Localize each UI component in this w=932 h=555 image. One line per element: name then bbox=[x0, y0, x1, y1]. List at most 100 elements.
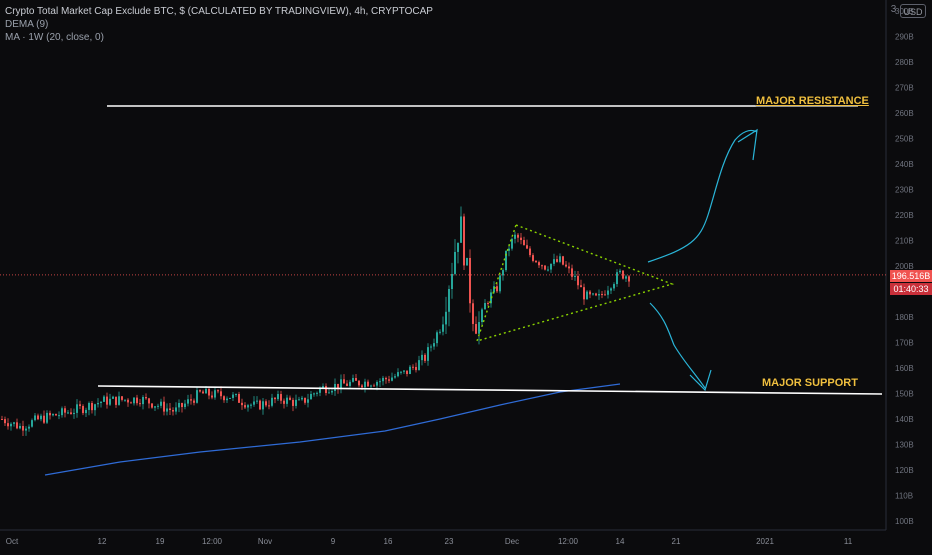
candle-body bbox=[349, 381, 351, 386]
candle-body bbox=[103, 396, 105, 402]
candle-body bbox=[616, 272, 618, 285]
candle-body bbox=[571, 268, 573, 277]
scale-mode-button[interactable]: 3 bbox=[890, 4, 897, 15]
candle-body bbox=[574, 275, 576, 277]
major-resistance-label[interactable]: MAJOR RESISTANCE bbox=[756, 95, 869, 107]
indicator-ma[interactable]: MA · 1W (20, close, 0) bbox=[5, 32, 104, 43]
y-tick-label: 260B bbox=[895, 109, 914, 118]
candle-body bbox=[220, 391, 222, 397]
candle-body bbox=[385, 377, 387, 380]
candle-body bbox=[292, 399, 294, 406]
candle-body bbox=[187, 399, 189, 404]
x-tick-label: 19 bbox=[156, 537, 165, 546]
candle-body bbox=[514, 234, 516, 239]
candle-body bbox=[511, 238, 513, 249]
weekly-ma-line bbox=[44, 383, 621, 476]
candle-body bbox=[82, 406, 84, 414]
candle-body bbox=[409, 366, 411, 374]
candle-body bbox=[472, 303, 474, 324]
candle-body bbox=[559, 256, 561, 262]
candle-body bbox=[466, 257, 468, 266]
candle-body bbox=[109, 398, 111, 405]
candle-body bbox=[418, 360, 420, 371]
candle-body bbox=[106, 396, 108, 405]
y-tick-label: 230B bbox=[895, 186, 914, 195]
candle-body bbox=[193, 400, 195, 403]
candle-body bbox=[112, 396, 114, 399]
candle-body bbox=[469, 257, 471, 304]
candle-body bbox=[88, 403, 90, 410]
candle-body bbox=[67, 412, 69, 414]
candle-body bbox=[43, 415, 45, 423]
candle-body bbox=[304, 397, 306, 403]
candle-body bbox=[124, 399, 126, 401]
candle-body bbox=[313, 393, 315, 395]
candle-body bbox=[397, 372, 399, 377]
candle-body bbox=[412, 366, 414, 368]
candle-body bbox=[394, 376, 396, 378]
candle-body bbox=[529, 248, 531, 256]
candle-body bbox=[352, 378, 354, 382]
candle-body bbox=[190, 399, 192, 401]
candle-body bbox=[25, 428, 27, 431]
candle-body bbox=[499, 275, 501, 292]
candle-body bbox=[601, 294, 603, 296]
y-tick-label: 110B bbox=[895, 492, 913, 501]
candle-body bbox=[427, 347, 429, 361]
candle-body bbox=[10, 423, 12, 427]
y-tick-label: 100B bbox=[895, 517, 914, 526]
major-support-label[interactable]: MAJOR SUPPORT bbox=[762, 377, 858, 389]
candle-body bbox=[454, 251, 456, 274]
x-tick-label: 12:00 bbox=[558, 537, 579, 546]
candle-body bbox=[196, 390, 198, 403]
currency-button[interactable]: USD bbox=[900, 4, 926, 18]
candle-body bbox=[367, 381, 369, 387]
y-tick-label: 240B bbox=[895, 160, 914, 169]
y-tick-label: 170B bbox=[895, 339, 914, 348]
candle-body bbox=[202, 391, 204, 394]
candle-body bbox=[442, 324, 444, 332]
candle-body bbox=[181, 402, 183, 408]
candle-body bbox=[376, 381, 378, 386]
candle-body bbox=[592, 293, 594, 295]
candle-body bbox=[1, 419, 3, 420]
candle-body bbox=[451, 273, 453, 290]
candle-body bbox=[583, 287, 585, 300]
candle-body bbox=[31, 420, 33, 427]
candle-body bbox=[169, 408, 171, 410]
symbol-title[interactable]: Crypto Total Market Cap Exclude BTC, $ (… bbox=[5, 6, 433, 17]
candle-body bbox=[526, 245, 528, 249]
candle-body bbox=[310, 394, 312, 400]
candle-body bbox=[142, 397, 144, 405]
candle-body bbox=[595, 293, 597, 296]
candle-body bbox=[607, 290, 609, 295]
indicator-dema[interactable]: DEMA (9) bbox=[5, 19, 49, 30]
candle-body bbox=[457, 242, 459, 252]
candle-body bbox=[52, 413, 54, 416]
candle-body bbox=[70, 412, 72, 415]
candle-body bbox=[76, 404, 78, 413]
candle-body bbox=[325, 386, 327, 393]
y-tick-label: 300B bbox=[895, 7, 914, 16]
candle-body bbox=[139, 403, 141, 405]
x-tick-label: 2021 bbox=[756, 537, 774, 546]
candle-body bbox=[274, 397, 276, 400]
candle-body bbox=[238, 394, 240, 403]
candle-body bbox=[58, 415, 60, 417]
candle-body bbox=[289, 397, 291, 400]
candle-body bbox=[28, 426, 30, 429]
major-support-line bbox=[97, 385, 883, 395]
candle-body bbox=[316, 392, 318, 394]
candle-body bbox=[541, 265, 543, 267]
last-price-tag: 196.516B bbox=[890, 270, 932, 282]
bullish-arrowhead bbox=[737, 128, 758, 161]
candle-body bbox=[184, 403, 186, 408]
candle-body bbox=[121, 396, 123, 400]
candle-body bbox=[337, 383, 339, 390]
candle-body bbox=[358, 380, 360, 386]
candle-body bbox=[61, 408, 63, 416]
candle-body bbox=[223, 396, 225, 401]
candle-body bbox=[85, 409, 87, 414]
